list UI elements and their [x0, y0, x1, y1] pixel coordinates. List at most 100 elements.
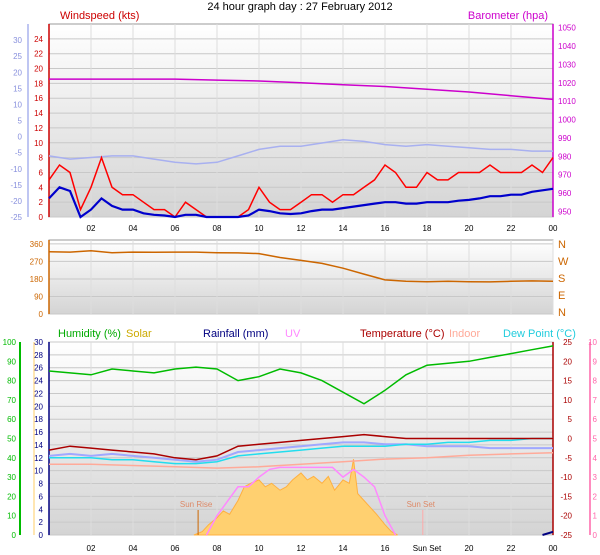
humidity-tick-label: 80: [7, 377, 16, 386]
barometer-tick-label: 1050: [558, 24, 576, 33]
temp-x-tick-label: 04: [129, 544, 138, 553]
humidity-tick-label: 100: [3, 338, 17, 347]
temp-x-tick-label: 10: [255, 544, 264, 553]
sunrise-label: Sun Rise: [180, 500, 213, 509]
windspeed-tick-label: 16: [34, 94, 43, 103]
barometer-tick-label: 950: [558, 207, 572, 216]
compass-label: W: [558, 256, 569, 268]
compass-label: N: [558, 239, 566, 251]
direction-tick-label: 270: [30, 257, 44, 266]
compass-label: N: [558, 307, 566, 319]
legend-rainfall: Rainfall (mm): [203, 328, 268, 340]
temperature-scale-line: [48, 139, 553, 165]
rainfall-tick-label: 26: [34, 364, 43, 373]
wind-x-tick-label: 16: [381, 224, 390, 233]
wind-x-tick-label: 12: [297, 224, 306, 233]
barometer-tick-label: 1000: [558, 116, 576, 125]
windspeed-axis-label: Windspeed (kts): [60, 10, 139, 22]
barometer-tick-label: 990: [558, 134, 572, 143]
temperature-tick-label: -5: [565, 454, 573, 463]
windspeed-tick-label: 8: [39, 154, 44, 163]
rainfall-tick-label: 22: [34, 389, 43, 398]
direction-tick-label: 0: [39, 310, 44, 319]
humidity-tick-label: 40: [7, 454, 16, 463]
windspeed-tick-label: 12: [34, 124, 43, 133]
humidity-tick-label: 10: [7, 512, 16, 521]
chart-title: 24 hour graph day : 27 February 2012: [207, 1, 392, 13]
uv-tick-label: 2: [593, 492, 598, 501]
outer-temperature-tick-label: 5: [18, 117, 23, 126]
temperature-tick-label: 5: [568, 415, 573, 424]
rainfall-tick-label: 14: [34, 441, 43, 450]
outer-temperature-tick-label: 30: [13, 36, 22, 45]
outer-temperature-tick-label: -10: [10, 165, 22, 174]
temp-x-tick-label: 16: [381, 544, 390, 553]
windspeed-tick-label: 6: [39, 168, 44, 177]
wind-average-line: [48, 186, 554, 219]
barometer-axis-label: Barometer (hpa): [468, 10, 548, 22]
windspeed-tick-label: 4: [39, 183, 44, 192]
uv-tick-label: 5: [593, 435, 598, 444]
outer-temperature-tick-label: 25: [13, 52, 22, 61]
wind-x-tick-label: 22: [507, 224, 516, 233]
temp-x-tick-label: 00: [549, 544, 558, 553]
rainfall-tick-label: 8: [39, 480, 44, 489]
barometer-tick-label: 980: [558, 152, 572, 161]
temp-x-tick-label: 14: [339, 544, 348, 553]
temperature-tick-label: -10: [560, 473, 572, 482]
rainfall-tick-label: 18: [34, 415, 43, 424]
rainfall-tick-label: 10: [34, 467, 43, 476]
sunset-label: Sun Set: [407, 500, 436, 509]
windspeed-tick-label: 14: [34, 109, 43, 118]
uv-tick-label: 3: [593, 473, 598, 482]
uv-tick-label: 1: [593, 512, 598, 521]
humidity-tick-label: 30: [7, 473, 16, 482]
humidity-tick-label: 50: [7, 435, 16, 444]
temperature-line: [48, 433, 553, 461]
compass-label: E: [558, 290, 565, 302]
legend-temperature: Temperature (°C): [360, 328, 444, 340]
legend-indoor: Indoor: [449, 328, 481, 340]
uv-tick-label: 9: [593, 357, 598, 366]
legend-uv: UV: [285, 328, 301, 340]
indoor-temperature-line: [49, 451, 554, 469]
windspeed-tick-label: 22: [34, 50, 43, 59]
barometer-tick-label: 1030: [558, 60, 576, 69]
rainfall-tick-label: 20: [34, 402, 43, 411]
rainfall-tick-label: 0: [39, 531, 44, 540]
uv-line: [205, 466, 397, 536]
uv-tick-label: 0: [593, 531, 598, 540]
direction-tick-label: 180: [30, 275, 44, 284]
outer-temperature-tick-label: -20: [10, 197, 22, 206]
barometer-tick-label: 1010: [558, 97, 576, 106]
temperature-tick-label: 20: [563, 357, 572, 366]
windspeed-tick-label: 10: [34, 139, 43, 148]
temp-x-tick-label: 22: [507, 544, 516, 553]
outer-temperature-tick-label: 15: [13, 84, 22, 93]
temp-x-tick-label: Sun Set: [413, 544, 442, 553]
temperature-tick-label: 15: [563, 377, 572, 386]
temp-x-tick-label: 06: [171, 544, 180, 553]
wind-x-tick-label: 02: [87, 224, 96, 233]
rainfall-tick-label: 16: [34, 428, 43, 437]
rainfall-tick-label: 30: [34, 338, 43, 347]
temp-x-tick-label: 12: [297, 544, 306, 553]
legend-humidity: Humidity (%): [58, 328, 121, 340]
temperature-tick-label: 10: [563, 396, 572, 405]
outer-temperature-tick-label: -15: [10, 181, 22, 190]
barometer-line: [49, 78, 554, 101]
wind-x-tick-label: 14: [339, 224, 348, 233]
barometer-tick-label: 970: [558, 171, 572, 180]
wind-direction-line: [48, 249, 554, 283]
rainfall-tick-label: 24: [34, 377, 43, 386]
rainfall-tick-label: 4: [39, 505, 44, 514]
wind-x-tick-label: 06: [171, 224, 180, 233]
humidity-tick-label: 0: [12, 531, 17, 540]
wind-x-tick-label: 10: [255, 224, 264, 233]
outer-temperature-tick-label: -5: [15, 149, 23, 158]
uv-tick-label: 4: [593, 454, 598, 463]
windspeed-tick-label: 20: [34, 65, 43, 74]
barometer-tick-label: 960: [558, 189, 572, 198]
uv-tick-label: 10: [588, 338, 597, 347]
